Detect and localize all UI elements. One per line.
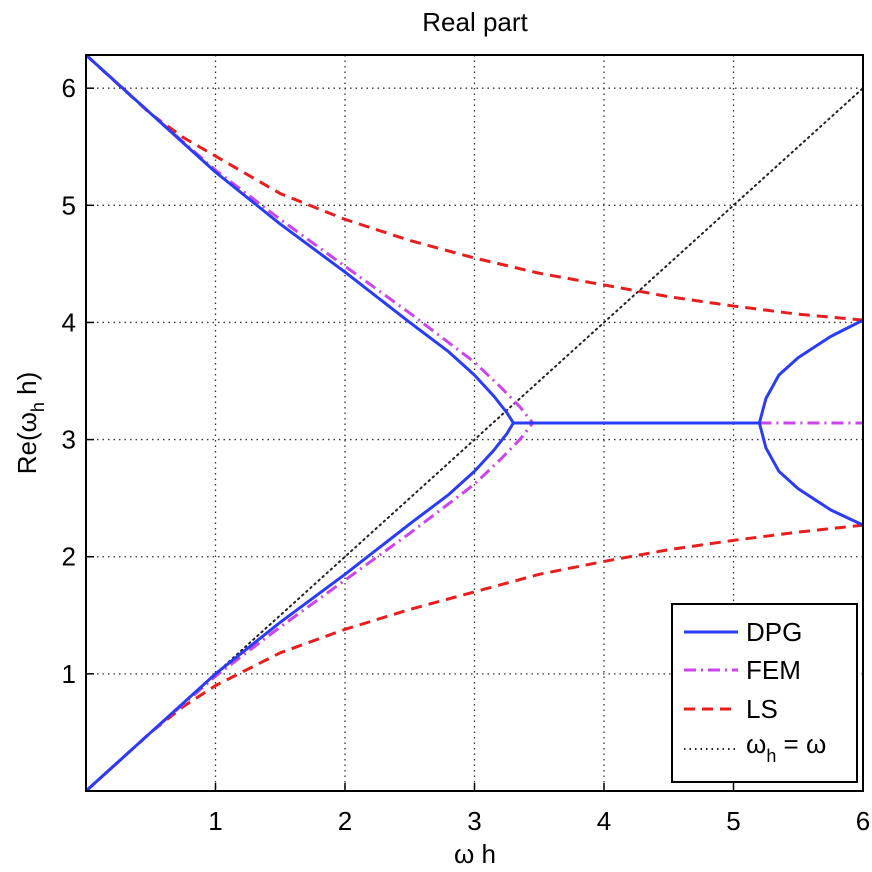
y-axis-label: Re(ωh h) [12, 372, 48, 475]
y-tick-label: 5 [62, 190, 76, 220]
legend-label-identity-main: ω [746, 729, 766, 759]
legend-box [671, 603, 858, 783]
series-line-dpg [84, 422, 515, 793]
y-tick-label: 4 [62, 307, 76, 337]
series-lines [84, 53, 864, 793]
x-tick-label: 4 [597, 806, 611, 836]
series-line-dpg [757, 422, 864, 527]
y-axis-label-tail: h) [12, 372, 42, 402]
y-tick-label: 3 [62, 425, 76, 455]
series-line-ls [84, 523, 864, 793]
legend-label-ls: LS [746, 694, 778, 724]
series-line-dpg [757, 318, 864, 424]
x-tick-label: 5 [726, 806, 740, 836]
x-axis-label: ω h [454, 839, 496, 869]
legend-label-identity-tail: = ω [776, 729, 826, 759]
y-tick-label: 1 [62, 659, 76, 689]
legend: DPG FEM LS ωh = ω [671, 603, 858, 783]
y-axis-label-main: Re(ω [12, 412, 42, 474]
x-tick-label: 1 [208, 806, 222, 836]
legend-label-identity: ωh = ω [746, 729, 826, 766]
x-tick-label: 6 [856, 806, 870, 836]
x-tick-label: 3 [467, 806, 481, 836]
legend-label-dpg: DPG [746, 617, 802, 647]
y-tick-label: 2 [62, 542, 76, 572]
plot-frame [85, 54, 864, 792]
legend-label-fem: FEM [746, 655, 801, 685]
x-tick-label: 2 [338, 806, 352, 836]
y-tick-label: 6 [62, 73, 76, 103]
series-line-dpg [84, 53, 515, 424]
x-tick-labels: 1 2 3 4 5 6 [208, 806, 870, 836]
chart-title: Real part [422, 7, 528, 37]
legend-label-identity-sub: h [766, 746, 776, 766]
y-tick-labels: 1 2 3 4 5 6 [62, 73, 76, 689]
series-line-h [85, 87, 864, 792]
grid-lines [86, 55, 864, 791]
y-axis-label-sub: h [28, 402, 48, 412]
